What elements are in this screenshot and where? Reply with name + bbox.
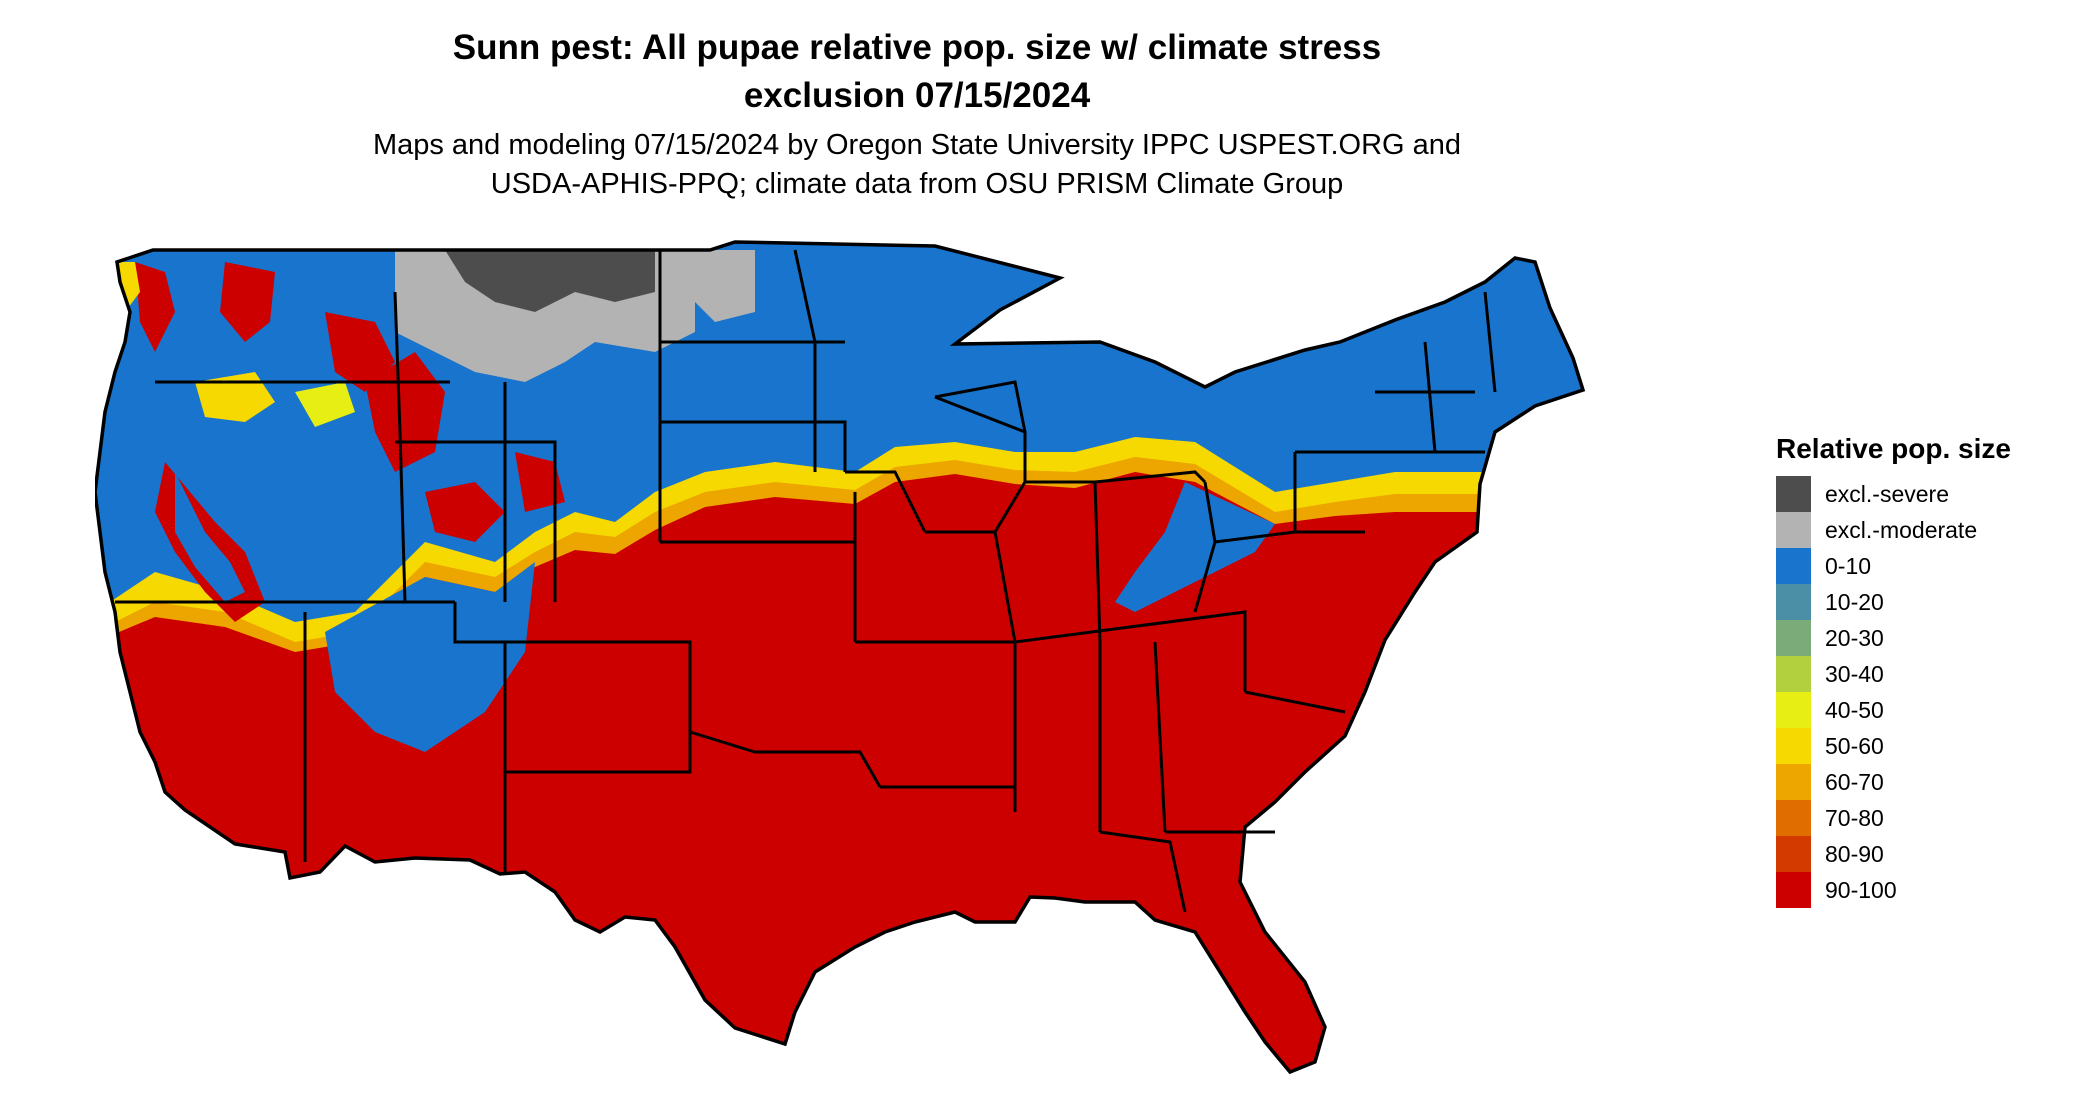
us-map <box>95 240 1585 1074</box>
legend-swatch <box>1776 800 1811 836</box>
legend-item: 40-50 <box>1776 692 2011 728</box>
legend-label: 10-20 <box>1825 588 1884 615</box>
map-title: Sunn pest: All pupae relative pop. size … <box>0 24 1834 120</box>
legend-swatch <box>1776 548 1811 584</box>
legend-item: 30-40 <box>1776 656 2011 692</box>
legend-label: 60-70 <box>1825 768 1884 795</box>
legend-item: 20-30 <box>1776 620 2011 656</box>
legend-swatch <box>1776 764 1811 800</box>
legend: Relative pop. size excl.-severe excl.-mod… <box>1776 432 2011 908</box>
legend-item: 50-60 <box>1776 728 2011 764</box>
legend-label: excl.-severe <box>1825 480 1949 507</box>
title-line-1: Sunn pest: All pupae relative pop. size … <box>452 28 1382 67</box>
legend-swatch <box>1776 620 1811 656</box>
legend-label: excl.-moderate <box>1825 516 1978 543</box>
legend-label: 40-50 <box>1825 696 1884 723</box>
map-subtitle: Maps and modeling 07/15/2024 by Oregon S… <box>0 126 1834 204</box>
legend-label: 0-10 <box>1825 552 1872 579</box>
legend-label: 20-30 <box>1825 624 1884 651</box>
legend-title: Relative pop. size <box>1776 433 2011 464</box>
legend-item: 80-90 <box>1776 836 2011 872</box>
legend-label: 70-80 <box>1825 804 1884 831</box>
legend-label: 30-40 <box>1825 660 1884 687</box>
subtitle-line-1: Maps and modeling 07/15/2024 by Oregon S… <box>372 129 1462 161</box>
legend-item: 90-100 <box>1776 872 2011 908</box>
legend-item: 10-20 <box>1776 584 2011 620</box>
legend-swatch <box>1776 656 1811 692</box>
legend-item: 70-80 <box>1776 800 2011 836</box>
legend-label: 80-90 <box>1825 840 1884 867</box>
legend-item: excl.-severe <box>1776 476 2011 512</box>
legend-swatch <box>1776 584 1811 620</box>
title-line-2: exclusion 07/15/2024 <box>743 76 1091 115</box>
legend-items: excl.-severe excl.-moderate 0-10 10-20 20-30… <box>1776 476 2011 908</box>
subtitle-line-2: USDA-APHIS-PPQ; climate data from OSU PR… <box>490 168 1344 200</box>
state-boundaries <box>115 249 1497 913</box>
legend-swatch <box>1776 836 1811 872</box>
legend-swatch <box>1776 728 1811 764</box>
legend-swatch <box>1776 512 1811 548</box>
legend-item: excl.-moderate <box>1776 512 2011 548</box>
legend-swatch <box>1776 872 1811 908</box>
legend-label: 90-100 <box>1825 876 1897 903</box>
legend-item: 60-70 <box>1776 764 2011 800</box>
legend-label: 50-60 <box>1825 732 1884 759</box>
legend-swatch <box>1776 476 1811 512</box>
legend-swatch <box>1776 692 1811 728</box>
legend-item: 0-10 <box>1776 548 2011 584</box>
